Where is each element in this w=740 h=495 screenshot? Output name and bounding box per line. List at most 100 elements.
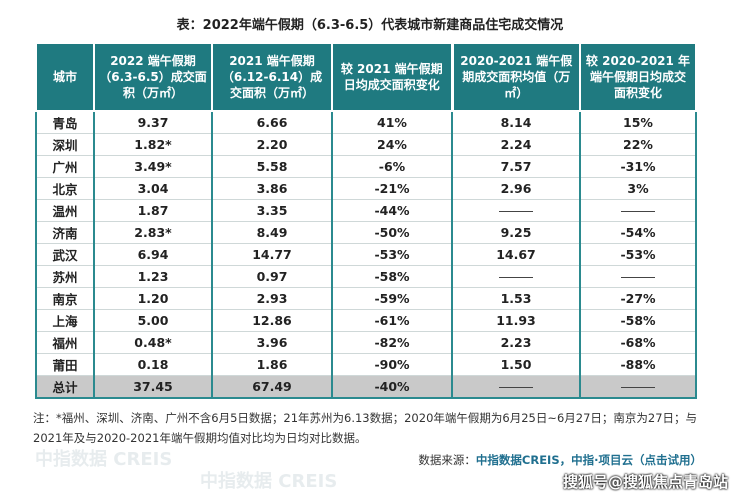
table-cell: 15%	[580, 111, 697, 134]
table-cell: -54%	[580, 221, 697, 244]
table-cell: 37.45	[94, 375, 213, 399]
table-cell: 济南	[35, 221, 95, 244]
table-cell: 1.50	[452, 353, 581, 376]
table-cell: 9.25	[452, 221, 581, 244]
column-header: 2020-2021 端午假期成交面积均值（万㎡）	[450, 42, 581, 112]
table-cell: 1.82*	[94, 133, 213, 156]
table-cell: -58%	[332, 265, 453, 288]
table-cell: 莆田	[35, 353, 95, 376]
dash	[499, 277, 533, 278]
table-row: 南京 1.20 2.93 -59% 1.53 -27%	[35, 287, 697, 310]
table-cell: -58%	[580, 309, 697, 332]
table-cell: 1.86	[212, 353, 333, 376]
table-cell: 1.53	[452, 287, 581, 310]
data-table: 城市 2022 端午假期（6.3-6.5）成交面积（万㎡） 2021 端午假期（6.…	[35, 42, 697, 399]
table-row: 上海 5.00 12.86 -61% 11.93 -58%	[35, 309, 697, 332]
table-cell: -59%	[332, 287, 453, 310]
background-watermark: 中指数据 CREIS	[35, 449, 173, 470]
table-cell: 22%	[580, 133, 697, 156]
data-source: 数据来源：中指数据CREIS，中指·项目云（点击试用）	[418, 452, 702, 468]
table-cell: -31%	[580, 155, 697, 178]
table-cell: 2.96	[452, 177, 581, 200]
source-label: 数据来源：	[418, 453, 476, 467]
table-cell: 3%	[580, 177, 697, 200]
table-cell: 12.86	[212, 309, 333, 332]
table-cell: 3.96	[212, 331, 333, 354]
table-cell: 2.24	[452, 133, 581, 156]
table-cell	[580, 375, 697, 399]
table-cell: -6%	[332, 155, 453, 178]
table-row: 温州 1.87 3.35 -44%	[35, 199, 697, 222]
table-cell: 3.49*	[94, 155, 213, 178]
table-cell: 1.23	[94, 265, 213, 288]
table-row: 济南 2.83* 8.49 -50% 9.25 -54%	[35, 221, 697, 244]
table-row: 北京 3.04 3.86 -21% 2.96 3%	[35, 177, 697, 200]
table-cell: -53%	[332, 243, 453, 266]
watermark: 搜狐号@搜狐焦点青岛站	[562, 473, 728, 491]
table-row: 广州 3.49* 5.58 -6% 7.57 -31%	[35, 155, 697, 178]
table-row: 深圳 1.82* 2.20 24% 2.24 22%	[35, 133, 697, 156]
table-cell: 9.37	[94, 111, 213, 134]
table-cell: -27%	[580, 287, 697, 310]
dash	[621, 387, 655, 388]
table-cell: -40%	[332, 375, 453, 399]
column-header: 2022 端午假期（6.3-6.5）成交面积（万㎡）	[93, 42, 213, 112]
table-cell	[580, 199, 697, 222]
table-cell: -82%	[332, 331, 453, 354]
table-cell: 广州	[35, 155, 95, 178]
table-row: 福州 0.48* 3.96 -82% 2.23 -68%	[35, 331, 697, 354]
table-title: 表：2022年端午假期（6.3-6.5）代表城市新建商品住宅成交情况	[176, 18, 564, 33]
table-cell: 7.57	[452, 155, 581, 178]
table-cell: 总计	[35, 375, 95, 399]
table-cell: 11.93	[452, 309, 581, 332]
column-header: 较 2020-2021 年端午假期日均成交面积变化	[579, 42, 697, 112]
table-cell: -88%	[580, 353, 697, 376]
table-cell: 3.86	[212, 177, 333, 200]
dash	[499, 387, 533, 388]
dash	[499, 211, 533, 212]
dash	[621, 277, 655, 278]
table-cell: 温州	[35, 199, 95, 222]
table-cell: 2.93	[212, 287, 333, 310]
table-cell: 14.67	[452, 243, 581, 266]
table-cell: 2.23	[452, 331, 581, 354]
table-cell: 8.49	[212, 221, 333, 244]
table-cell: 武汉	[35, 243, 95, 266]
source-value: 中指数据CREIS，中指·项目云（点击试用）	[475, 453, 702, 467]
table-cell: 南京	[35, 287, 95, 310]
table-cell: 1.20	[94, 287, 213, 310]
footnote: 注：*福州、深圳、济南、广州不含6月5日数据；21年苏州为6.13数据；2020…	[33, 411, 698, 445]
table-cell	[452, 199, 581, 222]
table-cell: 3.35	[212, 199, 333, 222]
table-cell: 5.00	[94, 309, 213, 332]
table-cell: -44%	[332, 199, 453, 222]
table-cell: -90%	[332, 353, 453, 376]
column-header: 2021 端午假期（6.12-6.14）成交面积（万㎡）	[211, 42, 333, 112]
table-cell	[452, 265, 581, 288]
table-cell: 福州	[35, 331, 95, 354]
table-cell: 0.97	[212, 265, 333, 288]
table-cell: 2.20	[212, 133, 333, 156]
table-cell: 青岛	[35, 111, 95, 134]
table-cell	[452, 375, 581, 399]
table-row: 莆田 0.18 1.86 -90% 1.50 -88%	[35, 353, 697, 376]
table-cell: 0.18	[94, 353, 213, 376]
table-cell: -68%	[580, 331, 697, 354]
table-cell: 北京	[35, 177, 95, 200]
table-cell: 上海	[35, 309, 95, 332]
table-cell: 深圳	[35, 133, 95, 156]
dash	[621, 211, 655, 212]
table-cell: 0.48*	[94, 331, 213, 354]
table-row: 青岛 9.37 6.66 41% 8.14 15%	[35, 111, 697, 134]
table-cell	[580, 265, 697, 288]
table-cell: 苏州	[35, 265, 95, 288]
table-cell: -61%	[332, 309, 453, 332]
table-cell: 67.49	[212, 375, 333, 399]
table-cell: 1.87	[94, 199, 213, 222]
column-header: 城市	[35, 42, 95, 112]
total-row: 总计 37.45 67.49 -40%	[35, 375, 697, 399]
table-row: 苏州 1.23 0.97 -58%	[35, 265, 697, 288]
table-cell: 2.83*	[94, 221, 213, 244]
table-cell: -21%	[332, 177, 453, 200]
table-cell: 24%	[332, 133, 453, 156]
